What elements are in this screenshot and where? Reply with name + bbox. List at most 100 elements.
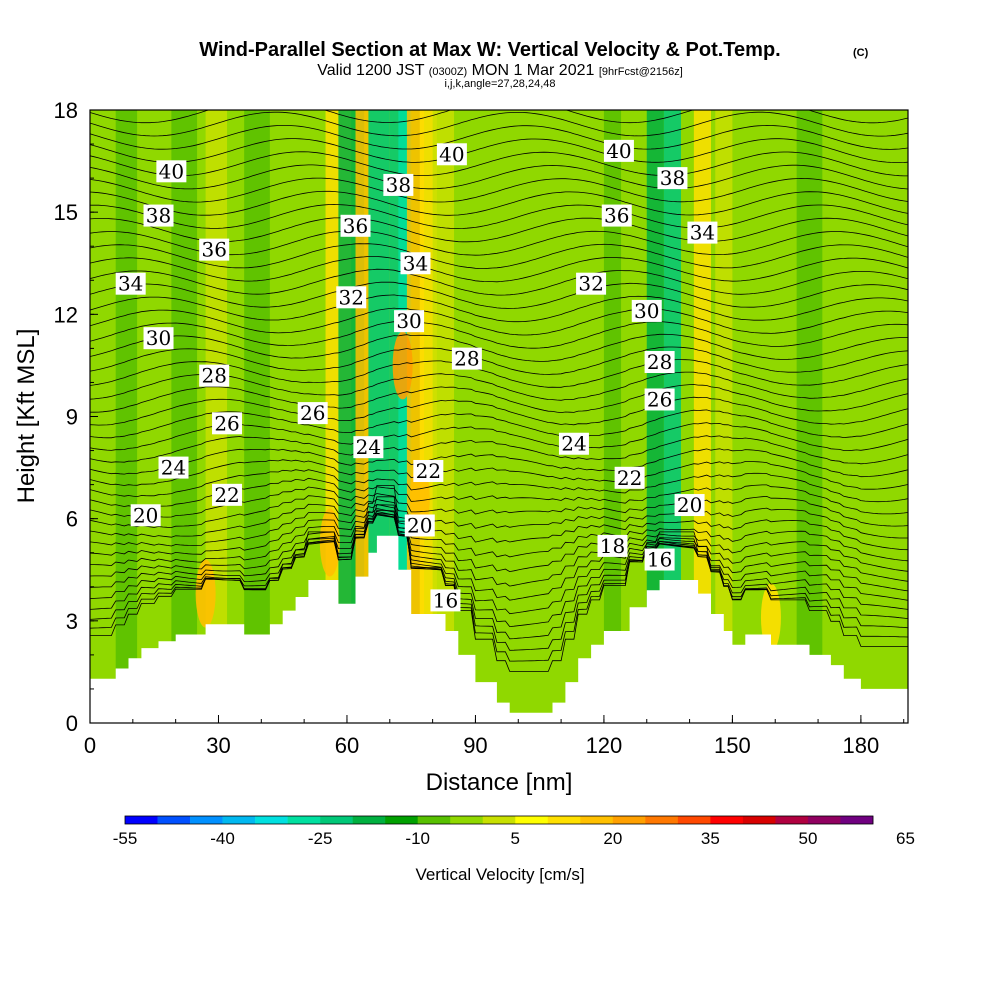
x-axis: 0 30 60 90 120 150 180 xyxy=(84,715,905,758)
isentrope-line xyxy=(90,511,908,573)
colorbar-swatch xyxy=(547,816,581,824)
chart-subtitle: Valid 1200 JST (0300Z) MON 1 Mar 2021 [9… xyxy=(317,62,683,79)
y-tick-label: 12 xyxy=(54,302,78,327)
isentrope-line xyxy=(90,346,908,375)
velocity-band xyxy=(693,110,711,723)
x-tick-label: 0 xyxy=(84,733,96,758)
contour-label-text: 26 xyxy=(214,411,239,435)
contour-label: 36 xyxy=(199,238,230,262)
isentrope-line xyxy=(90,151,908,177)
contour-label: 18 xyxy=(597,534,628,558)
contour-label-text: 20 xyxy=(407,513,432,537)
isentrope-line xyxy=(90,243,908,269)
isentrope-line xyxy=(90,164,908,190)
contour-label-text: 28 xyxy=(647,350,672,374)
x-tick-label: 30 xyxy=(206,733,230,758)
isentrope-line xyxy=(90,503,908,551)
colorbar-tick-label: 35 xyxy=(701,829,720,848)
contour-label: 24 xyxy=(558,432,589,456)
isentrope-line xyxy=(90,459,908,490)
isentrope-line xyxy=(90,138,908,163)
contour-label: 28 xyxy=(644,350,675,374)
isentrope-line xyxy=(90,514,908,601)
colorbar: -55 -40 -25 -10 5 20 35 50 65 xyxy=(113,815,915,848)
contour-label: 40 xyxy=(603,139,634,163)
colorbar-swatch xyxy=(222,816,256,824)
isentrope-line xyxy=(90,190,908,216)
velocity-warm-spot xyxy=(195,559,216,628)
contour-label-text: 18 xyxy=(600,534,625,558)
contour-label-text: 36 xyxy=(604,204,629,228)
contour-label-text: 28 xyxy=(454,347,479,371)
contour-label: 26 xyxy=(212,411,243,435)
copyright-mark: (C) xyxy=(853,47,869,59)
isentrope-line xyxy=(90,509,908,640)
contour-label-text: 40 xyxy=(606,139,631,163)
contour-label-text: 38 xyxy=(660,166,685,190)
chart-title: Wind-Parallel Section at Max W: Vertical… xyxy=(199,39,780,61)
isentropes xyxy=(90,110,908,672)
contour-label: 22 xyxy=(413,459,444,483)
contour-label-text: 22 xyxy=(214,483,239,507)
x-tick-label: 150 xyxy=(714,733,751,758)
contour-label-text: 40 xyxy=(159,159,184,183)
contour-label-text: 38 xyxy=(386,173,411,197)
colorbar-swatch xyxy=(840,816,874,824)
colorbar-tick-label: 5 xyxy=(511,829,520,848)
isentrope-line xyxy=(90,307,908,336)
colorbar-swatch xyxy=(385,816,418,824)
contour-label: 36 xyxy=(601,204,632,228)
isentrope-line xyxy=(90,203,908,230)
y-tick-label: 0 xyxy=(66,711,78,736)
colorbar-swatch xyxy=(515,816,549,824)
isentrope-line xyxy=(90,124,908,150)
colorbar-swatch xyxy=(482,816,516,824)
velocity-band xyxy=(355,110,369,723)
contour-label: 38 xyxy=(143,204,174,228)
colorbar-tick-label: 65 xyxy=(896,829,915,848)
contour-label: 22 xyxy=(614,466,645,490)
colorbar-swatch xyxy=(417,816,451,824)
isentrope-line xyxy=(90,435,908,465)
isentrope-line xyxy=(90,384,908,414)
colorbar-tick-label: -25 xyxy=(308,829,333,848)
contour-label-text: 16 xyxy=(433,588,458,612)
contour-label: 40 xyxy=(436,142,467,166)
contour-label: 26 xyxy=(297,401,328,425)
contour-label-text: 20 xyxy=(677,493,702,517)
contour-label-text: 24 xyxy=(356,435,381,459)
x-tick-label: 120 xyxy=(586,733,623,758)
contour-label-text: 28 xyxy=(201,364,226,388)
subtitle-date: MON 1 Mar 2021 xyxy=(472,62,595,79)
contour-labels: 40 38 36 34 30 28 26 24 22 20 26 36 32 24 38 34 30 22 20 16… xyxy=(115,139,718,612)
contour-label: 16 xyxy=(430,588,461,612)
contour-label: 38 xyxy=(657,166,688,190)
contour-label: 28 xyxy=(451,347,482,371)
contour-label: 32 xyxy=(336,285,367,309)
colorbar-tick-label: 50 xyxy=(798,829,817,848)
contour-label-text: 40 xyxy=(439,142,464,166)
contour-label: 30 xyxy=(631,299,662,323)
contour-label: 16 xyxy=(644,548,675,572)
contour-label-text: 26 xyxy=(300,401,325,425)
contour-label: 24 xyxy=(353,435,384,459)
subtitle-valid: Valid 1200 JST xyxy=(317,62,425,79)
isentrope-line xyxy=(90,409,908,439)
contour-label: 32 xyxy=(576,272,607,296)
isentrope-line xyxy=(90,495,908,539)
contour-label-text: 32 xyxy=(578,272,603,296)
velocity-warm-spot xyxy=(760,583,781,652)
subtitle-fcst: [9hrFcst@2156z] xyxy=(599,66,683,78)
isentrope-line xyxy=(90,281,908,309)
contour-label-text: 34 xyxy=(118,272,143,296)
contour-label-text: 26 xyxy=(647,387,672,411)
contour-label-text: 20 xyxy=(133,503,158,527)
contour-label-text: 34 xyxy=(403,251,428,275)
contour-label: 34 xyxy=(400,251,431,275)
contour-label-text: 22 xyxy=(416,459,441,483)
colorbar-swatch xyxy=(352,816,386,824)
contour-label-text: 24 xyxy=(561,432,586,456)
contour-label-text: 30 xyxy=(634,299,659,323)
isentrope-line xyxy=(90,294,908,323)
isentrope-line xyxy=(90,513,908,587)
